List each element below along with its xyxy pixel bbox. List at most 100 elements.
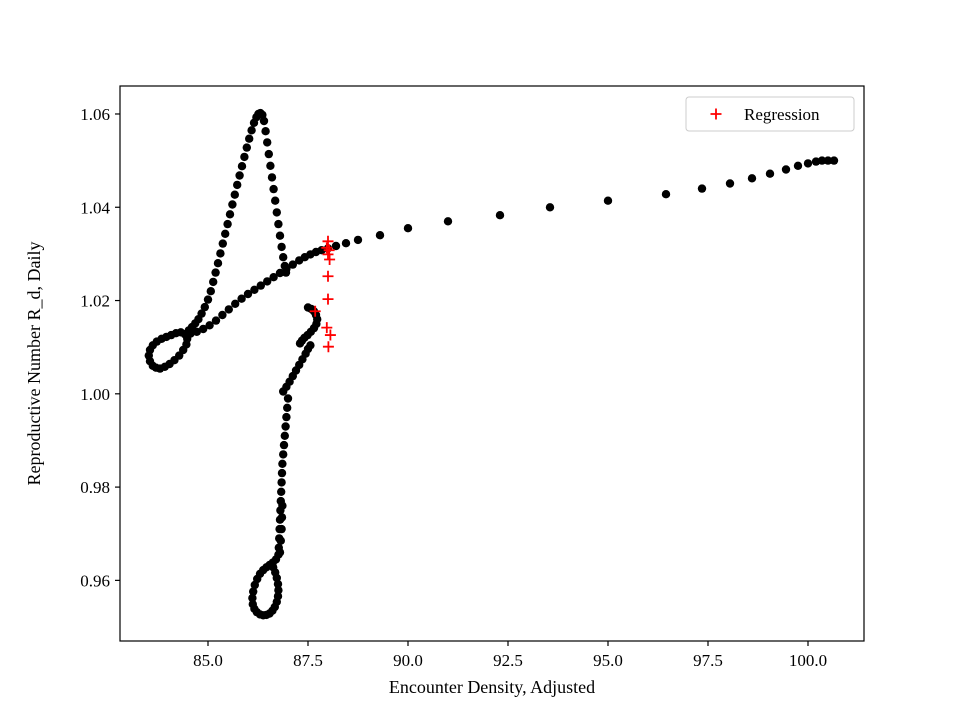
x-tick-label: 90.0	[393, 651, 423, 670]
data-point-trajectory	[237, 162, 247, 171]
legend-box	[685, 96, 855, 132]
data-point-trajectory	[264, 149, 273, 159]
data-point-Regression	[322, 248, 334, 260]
data-point-trajectory	[817, 156, 827, 165]
data-point-trajectory	[697, 184, 707, 193]
data-point-trajectory	[341, 239, 351, 248]
x-tick-label: 85.0	[193, 651, 223, 670]
data-point-Regression	[322, 270, 334, 282]
data-point-trajectory	[603, 196, 613, 205]
data-point-trajectory	[269, 563, 278, 572]
data-point-trajectory	[443, 217, 453, 226]
data-point-trajectory	[203, 295, 213, 304]
y-tick-label: 1.04	[80, 198, 110, 217]
data-point-trajectory	[288, 260, 297, 269]
data-point-trajectory	[279, 450, 288, 459]
data-point-Regression	[321, 242, 333, 254]
data-point-trajectory	[237, 294, 246, 303]
data-point-trajectory	[273, 592, 283, 601]
plot-frame	[119, 85, 865, 642]
data-point-trajectory	[306, 341, 315, 350]
data-point-Regression	[324, 253, 336, 265]
data-point-trajectory	[233, 180, 242, 190]
x-tick-label: 92.5	[493, 651, 523, 670]
y-axis-label: Reproductive Number R_d, Daily	[24, 242, 44, 486]
x-axis-label: Encounter Density, Adjusted	[389, 677, 595, 697]
data-point-trajectory	[213, 259, 223, 268]
data-point-trajectory	[275, 268, 285, 278]
data-point-trajectory	[261, 127, 270, 136]
data-point-trajectory	[206, 287, 215, 296]
data-point-Regression	[322, 235, 334, 247]
data-point-trajectory	[209, 277, 218, 287]
x-tick-label: 95.0	[593, 651, 623, 670]
data-point-trajectory	[277, 487, 286, 496]
y-tick-label: 0.98	[80, 478, 110, 497]
data-point-trajectory	[216, 249, 225, 258]
legend-label: Regression	[744, 105, 820, 124]
data-point-trajectory	[278, 459, 287, 468]
data-point-trajectory	[205, 321, 214, 330]
data-point-trajectory	[661, 190, 671, 199]
data-point-trajectory	[243, 289, 253, 299]
data-point-trajectory	[271, 196, 280, 205]
data-point-trajectory	[274, 219, 283, 229]
data-point-trajectory	[186, 329, 195, 338]
data-point-trajectory	[274, 586, 283, 595]
data-point-Regression	[322, 341, 334, 353]
x-tick-label: 97.5	[693, 651, 723, 670]
data-point-trajectory	[545, 203, 555, 212]
data-point-trajectory	[249, 587, 258, 596]
data-point-trajectory	[823, 156, 833, 165]
data-point-Regression	[322, 293, 334, 305]
data-point-trajectory	[259, 116, 269, 126]
data-point-trajectory	[211, 268, 220, 277]
data-point-trajectory	[235, 171, 244, 180]
data-point-trajectory	[223, 219, 232, 229]
data-point-trajectory	[250, 285, 259, 294]
data-point-trajectory	[240, 152, 249, 162]
data-point-trajectory	[247, 126, 256, 135]
data-point-trajectory	[282, 264, 291, 273]
data-point-trajectory	[272, 208, 281, 217]
data-point-trajectory	[224, 305, 233, 314]
data-point-trajectory	[192, 327, 201, 336]
data-point-trajectory	[803, 159, 813, 168]
data-point-trajectory	[200, 302, 209, 312]
data-point-trajectory	[725, 179, 735, 188]
data-point-Regression	[321, 322, 333, 334]
data-point-trajectory	[230, 190, 239, 199]
data-point-trajectory	[218, 239, 227, 248]
y-tick-label: 1.02	[80, 292, 110, 311]
data-point-trajectory	[277, 242, 286, 252]
y-tick-label: 1.00	[80, 385, 110, 404]
data-point-trajectory	[829, 156, 839, 165]
data-point-trajectory	[781, 165, 791, 174]
data-point-trajectory	[263, 138, 272, 147]
data-point-trajectory	[199, 324, 208, 334]
data-point-trajectory	[765, 169, 775, 178]
data-point-trajectory	[277, 524, 286, 534]
data-point-trajectory	[225, 210, 235, 219]
data-point-trajectory	[218, 310, 227, 320]
data-point-Regression	[324, 329, 336, 341]
data-point-trajectory	[277, 513, 287, 522]
data-point-trajectory	[276, 536, 285, 545]
data-point-trajectory	[211, 316, 221, 325]
data-point-trajectory	[353, 235, 363, 245]
data-point-trajectory	[403, 224, 413, 233]
data-point-trajectory	[331, 241, 341, 251]
data-point-trajectory	[263, 277, 272, 286]
data-point-trajectory	[278, 501, 287, 510]
data-point-trajectory	[269, 184, 278, 194]
data-point-trajectory	[275, 548, 285, 557]
data-point-trajectory	[277, 478, 286, 487]
data-point-trajectory	[747, 174, 757, 183]
y-tick-label: 0.96	[80, 571, 110, 590]
data-point-trajectory	[269, 273, 278, 282]
data-point-trajectory	[495, 211, 505, 220]
data-point-trajectory	[231, 299, 240, 308]
data-point-trajectory	[275, 231, 285, 240]
